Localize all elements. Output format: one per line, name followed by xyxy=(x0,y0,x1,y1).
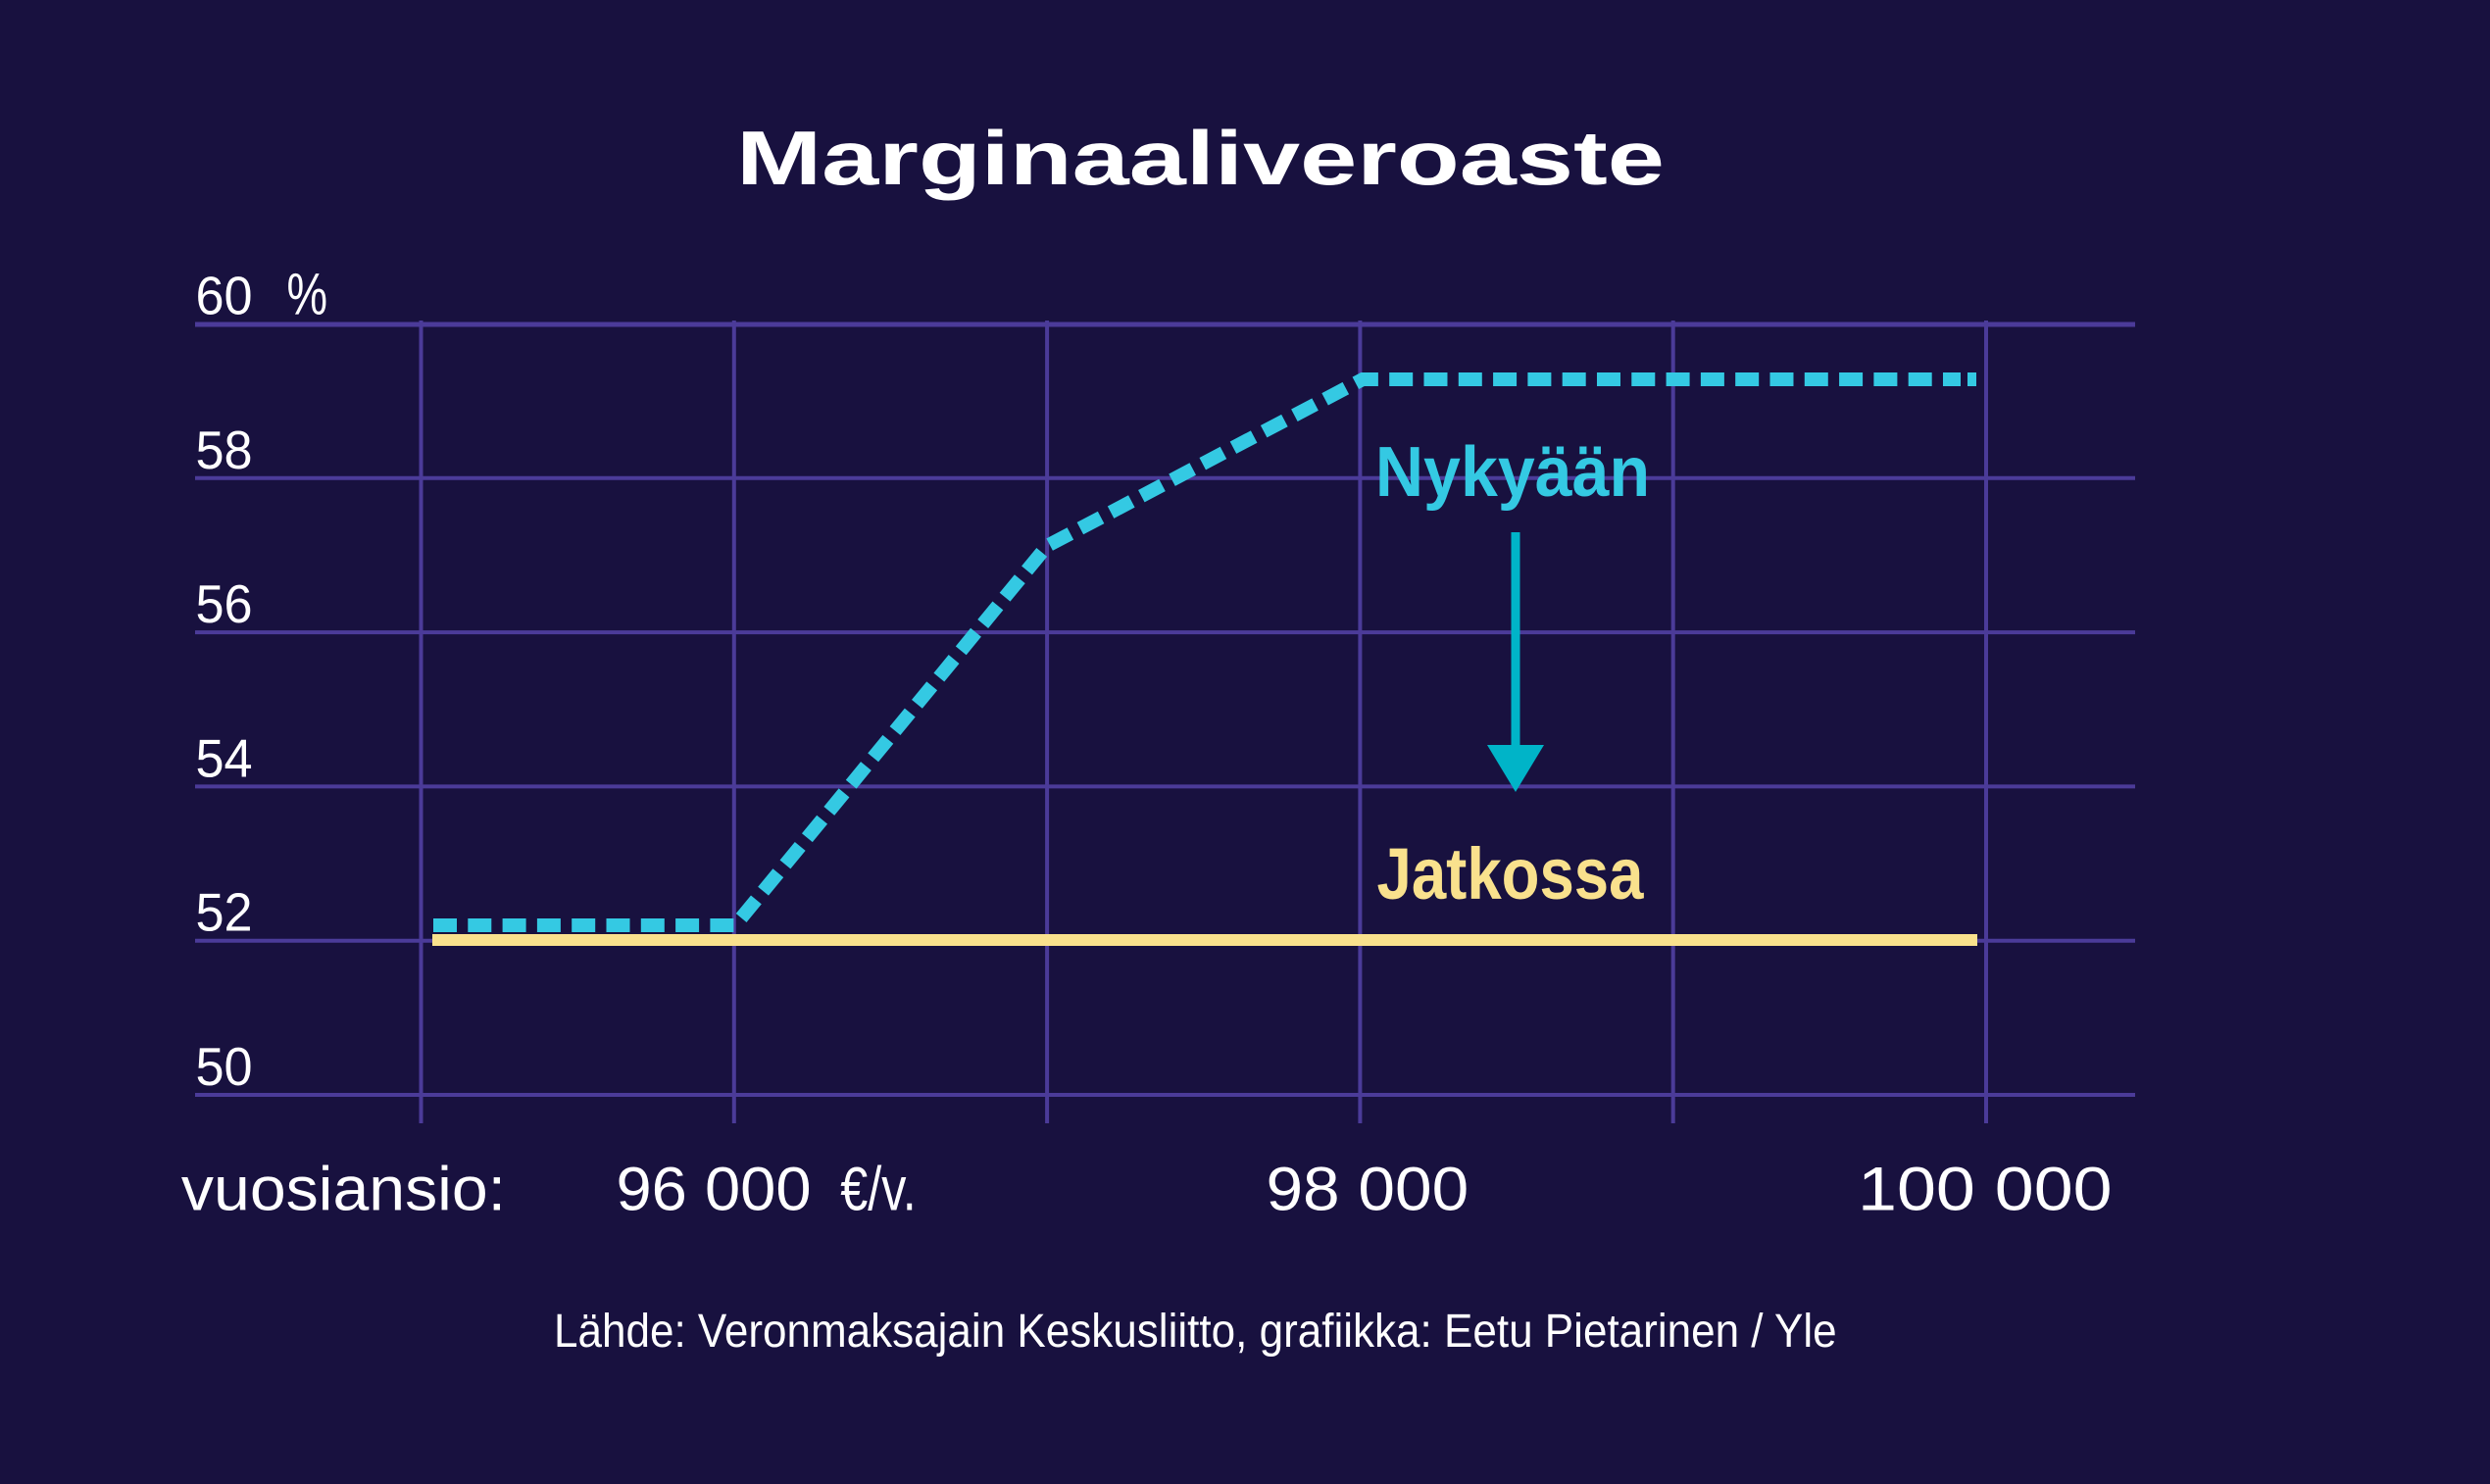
svg-text:€/v.: €/v. xyxy=(840,1155,916,1224)
svg-text:52: 52 xyxy=(196,882,253,943)
svg-text:58: 58 xyxy=(196,420,253,481)
svg-text:%: % xyxy=(287,262,328,327)
svg-text:100 000: 100 000 xyxy=(1858,1156,2113,1224)
svg-text:96 000: 96 000 xyxy=(616,1154,811,1223)
svg-text:vuosiansio:: vuosiansio: xyxy=(181,1155,506,1223)
svg-text:50: 50 xyxy=(196,1037,253,1098)
svg-text:Marginaaliveroaste: Marginaaliveroaste xyxy=(736,116,1665,201)
svg-text:56: 56 xyxy=(196,574,253,635)
svg-text:54: 54 xyxy=(196,728,253,789)
svg-text:98 000: 98 000 xyxy=(1266,1155,1469,1223)
svg-text:Jatkossa: Jatkossa xyxy=(1377,833,1645,915)
svg-text:60: 60 xyxy=(196,266,253,326)
svg-text:Lähde: Veronmaksajain Keskusli: Lähde: Veronmaksajain Keskusliitto, graf… xyxy=(554,1304,1837,1357)
svg-text:Nykyään: Nykyään xyxy=(1375,432,1650,511)
